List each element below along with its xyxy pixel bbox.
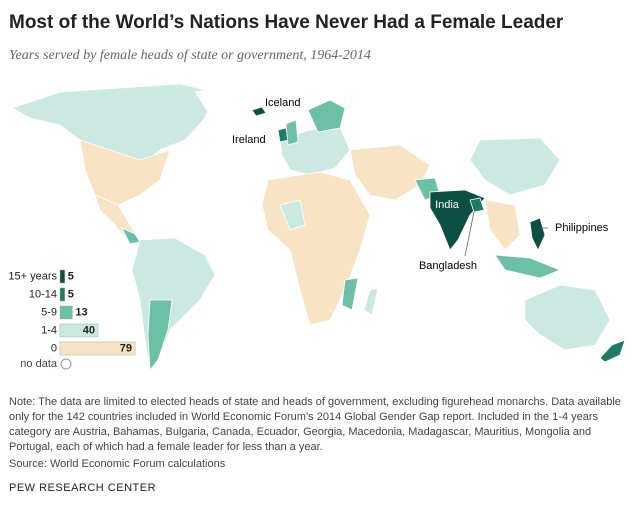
no-data-swatch — [60, 358, 72, 370]
map: Iceland Ireland India Philippines Bangla… — [8, 81, 631, 372]
legend-count: 5 — [68, 288, 74, 300]
map-label: Bangladesh — [419, 260, 477, 272]
legend-bar — [59, 323, 99, 338]
legend-label: 1-4 — [41, 324, 57, 336]
map-label: India — [435, 199, 460, 211]
footer: PEW RESEARCH CENTER — [9, 482, 157, 494]
legend-bar — [59, 341, 136, 356]
legend-count: 79 — [120, 342, 132, 354]
no-data-label: no data — [20, 358, 58, 370]
subtitle: Years served by female heads of state or… — [9, 48, 371, 63]
legend-label: 0 — [51, 342, 57, 354]
land — [11, 81, 631, 372]
source: Source: World Economic Forum calculation… — [9, 458, 226, 470]
legend-bar — [59, 287, 65, 302]
legend-bar — [59, 305, 73, 320]
map-label: Iceland — [265, 97, 300, 109]
legend-label: 10-14 — [29, 288, 57, 300]
legend-count: 13 — [75, 306, 87, 318]
map-label: Philippines — [555, 222, 609, 234]
leader-line — [464, 211, 475, 257]
note: Note: The data are limited to elected he… — [9, 396, 621, 453]
legend-count: 40 — [83, 324, 95, 336]
map-labels: Iceland Ireland India Philippines Bangla… — [232, 97, 609, 272]
map-label: Ireland — [232, 134, 266, 146]
legend-bar — [59, 269, 65, 284]
legend-label: 15+ years — [8, 270, 57, 282]
legend-count: 5 — [68, 270, 74, 282]
title: Most of the World’s Nations Have Never H… — [9, 12, 564, 33]
legend-label: 5-9 — [41, 306, 57, 318]
legend: 15+ years 5 10-14 5 5-9 13 1-4 40 0 79 no data — [8, 269, 136, 370]
